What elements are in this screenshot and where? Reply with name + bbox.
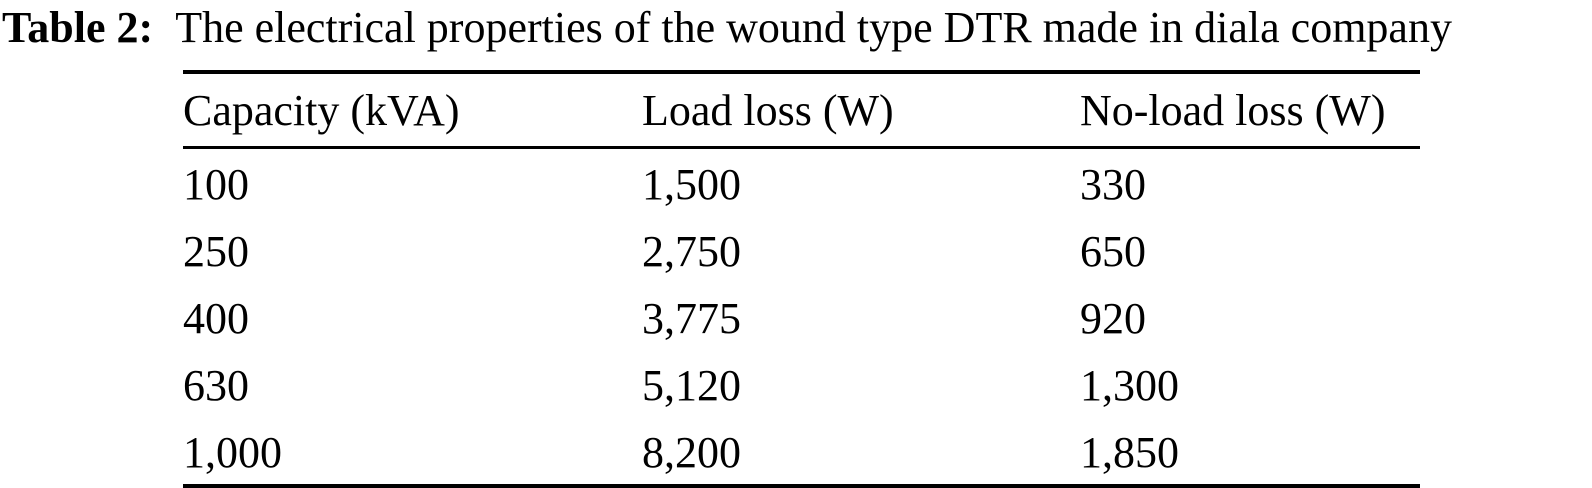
- column-header-no-load-loss: No-load loss (W): [1080, 72, 1420, 149]
- table-cell: 920: [1080, 294, 1146, 343]
- table-cell: 8,200: [642, 428, 741, 477]
- table-row: 630 5,120 1,300: [183, 350, 1420, 417]
- header-row: Capacity (kVA) Load loss (W) No-load los…: [183, 72, 1420, 149]
- table-caption-label: Table 2:: [2, 3, 154, 52]
- column-header-load-loss: Load loss (W): [642, 72, 1080, 149]
- table-row: 400 3,775 920: [183, 283, 1420, 350]
- table-cell: 1,000: [183, 428, 282, 477]
- table-cell: 5,120: [642, 361, 741, 410]
- table-row: 100 1,500 330: [183, 148, 1420, 217]
- table-cell: 3,775: [642, 294, 741, 343]
- table-caption: Table 2: The electrical properties of the…: [2, 2, 1592, 54]
- table-caption-text: The electrical properties of the wound t…: [175, 3, 1452, 52]
- table-cell: 2,750: [642, 227, 741, 276]
- table-row: 250 2,750 650: [183, 216, 1420, 283]
- table-cell: 1,850: [1080, 428, 1179, 477]
- table-row: 1,000 8,200 1,850: [183, 417, 1420, 486]
- table-cell: 100: [183, 160, 249, 209]
- table-cell: 650: [1080, 227, 1146, 276]
- table-cell: 1,500: [642, 160, 741, 209]
- table-cell: 1,300: [1080, 361, 1179, 410]
- table-cell: 250: [183, 227, 249, 276]
- column-header-capacity: Capacity (kVA): [183, 72, 642, 149]
- table-cell: 630: [183, 361, 249, 410]
- table-cell: 400: [183, 294, 249, 343]
- electrical-properties-table: Capacity (kVA) Load loss (W) No-load los…: [183, 70, 1420, 488]
- table-cell: 330: [1080, 160, 1146, 209]
